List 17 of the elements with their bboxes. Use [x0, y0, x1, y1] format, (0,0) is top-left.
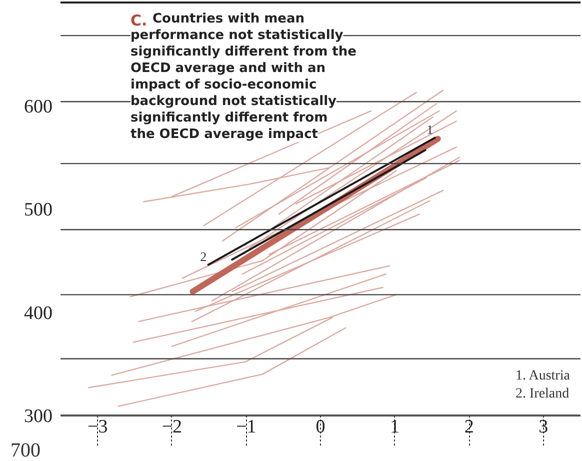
x-tick-label: 3: [538, 416, 548, 438]
chart-title: C. Countries with mean performance not statistically significantly different from the OECD average and with an impact of socio-economic background not statistically significantly different from the OECD average impact: [130, 12, 356, 142]
y-tick-label: 500: [24, 200, 52, 220]
y-tick-label: 300: [24, 406, 52, 427]
x-tick-label: 0: [316, 416, 326, 438]
y-tick-label: 600: [24, 96, 52, 118]
y-tick-label: 400: [24, 302, 52, 324]
annotation: 1. Austria: [516, 368, 571, 384]
annotation: 1: [426, 122, 434, 137]
annotation: 2. Ireland: [516, 386, 570, 402]
x-tick-label: 1: [390, 416, 400, 438]
x-tick-label: −3: [88, 416, 108, 438]
x-tick-label: 2: [464, 416, 474, 438]
text: 700: [10, 440, 40, 461]
x-tick-label: −1: [236, 416, 256, 438]
annotation: 2: [200, 248, 207, 264]
x-tick-label: −2: [162, 416, 182, 438]
